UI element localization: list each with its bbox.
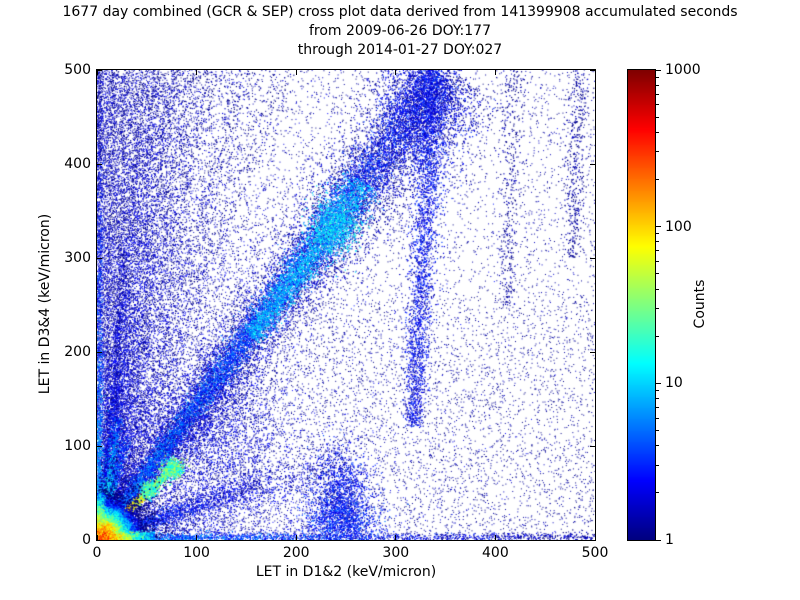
- x-tick-label: 200: [282, 545, 310, 561]
- y-tick-label: 100: [64, 438, 91, 454]
- colorbar-major-tick: [656, 69, 661, 71]
- colorbar-minor-tick: [656, 398, 659, 400]
- colorbar-minor-tick: [656, 131, 659, 133]
- colorbar-minor-tick: [656, 445, 659, 447]
- x-tick-label: 0: [92, 545, 102, 561]
- colorbar-tick-label: 1000: [665, 62, 701, 78]
- colorbar-minor-tick: [656, 76, 659, 78]
- colorbar-minor-tick: [656, 116, 659, 118]
- colorbar-minor-tick: [656, 250, 659, 252]
- colorbar-tick-label: 100: [665, 218, 692, 235]
- colorbar: [627, 69, 656, 541]
- colorbar-minor-tick: [656, 407, 659, 409]
- colorbar-minor-tick: [656, 390, 659, 391]
- colorbar-minor-tick: [656, 241, 659, 243]
- x-tick-label: 300: [382, 545, 410, 561]
- colorbar-minor-tick: [656, 233, 659, 235]
- colorbar-minor-tick: [656, 464, 659, 466]
- colorbar-tick-label: 10: [665, 375, 683, 392]
- scatter-canvas: [97, 70, 595, 540]
- colorbar-minor-tick: [656, 308, 659, 310]
- colorbar-minor-tick: [656, 179, 659, 180]
- x-tick-label: 100: [183, 545, 210, 561]
- y-tick-label: 500: [64, 62, 91, 78]
- colorbar-minor-tick: [656, 260, 659, 262]
- colorbar-minor-tick: [656, 104, 659, 106]
- x-axis-label: LET in D1&2 (keV/micron): [255, 564, 437, 580]
- colorbar-minor-tick: [656, 429, 659, 431]
- colorbar-minor-tick: [656, 417, 659, 419]
- colorbar-minor-tick: [656, 273, 659, 275]
- colorbar-major-tick: [656, 539, 661, 541]
- colorbar-major-tick: [656, 382, 661, 384]
- plot-area: [96, 69, 596, 541]
- colorbar-tick-label: 1: [665, 532, 674, 548]
- y-tick-label: 400: [64, 156, 91, 172]
- colorbar-minor-tick: [656, 492, 659, 494]
- colorbar-minor-tick: [656, 84, 659, 86]
- colorbar-gradient: [628, 70, 655, 540]
- y-axis-label: LET in D3&4 (keV/micron): [37, 213, 53, 395]
- chart-title-line2: from 2009-06-26 DOY:177: [308, 23, 491, 39]
- chart-title-line1: 1677 day combined (GCR & SEP) cross plot…: [62, 4, 738, 20]
- colorbar-label: Counts: [692, 279, 708, 329]
- x-tick-label: 500: [581, 545, 609, 561]
- colorbar-minor-tick: [656, 151, 659, 153]
- y-tick-label: 0: [82, 532, 91, 548]
- x-tick-label: 400: [482, 545, 509, 561]
- colorbar-minor-tick: [656, 93, 659, 95]
- colorbar-major-tick: [656, 226, 661, 228]
- chart-title: 1677 day combined (GCR & SEP) cross plot…: [0, 3, 800, 60]
- colorbar-minor-tick: [656, 288, 659, 290]
- chart-title-line3: through 2014-01-27 DOY:027: [297, 42, 503, 58]
- colorbar-minor-tick: [656, 335, 659, 337]
